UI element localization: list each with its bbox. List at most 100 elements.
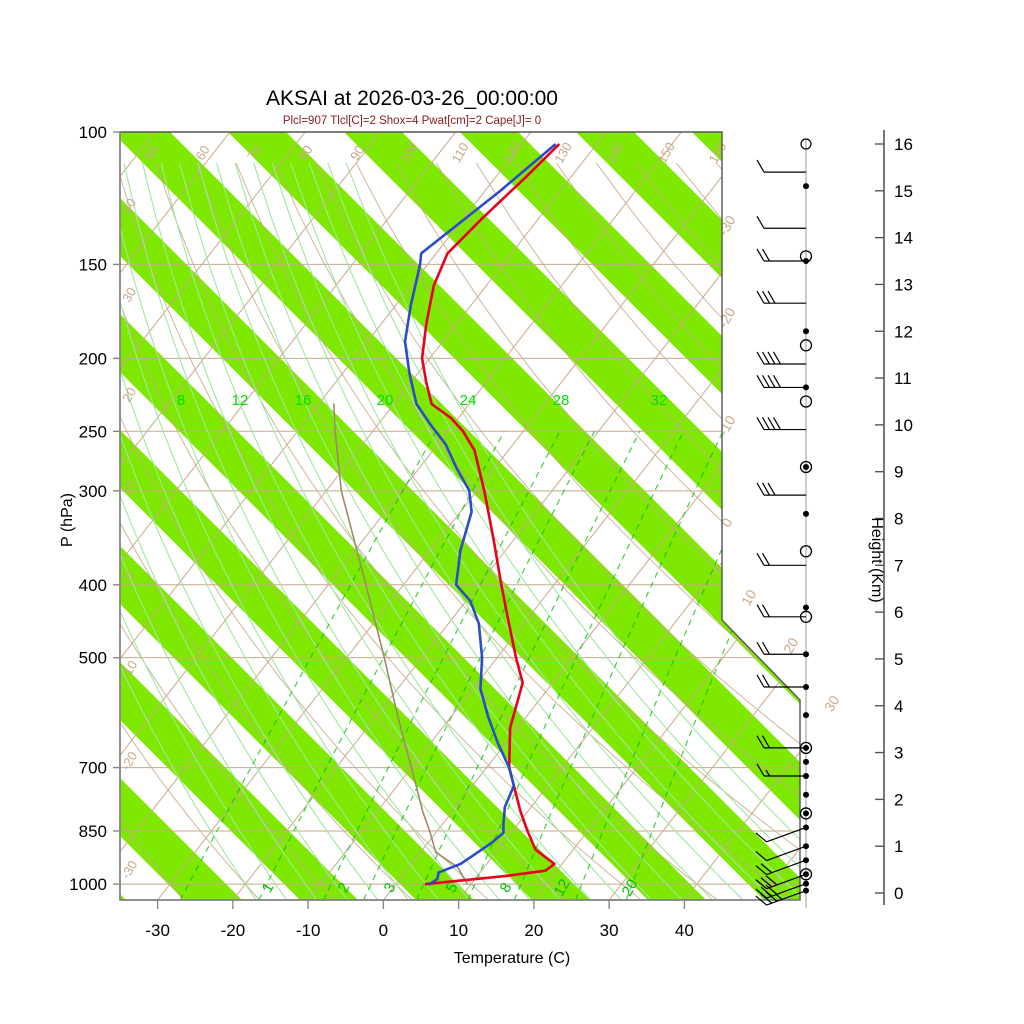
moist-adiabat-label: 8 [177, 392, 185, 409]
height-tick-label: 11 [894, 369, 912, 388]
dry-adiabat-label-top: 70 [244, 143, 264, 163]
temperature-tick-label: 20 [524, 921, 543, 940]
wind-barb [756, 290, 806, 304]
dry-adiabat-lines [120, 162, 800, 900]
height-tick-label: 15 [894, 182, 913, 201]
height-axis-label: Height (Km) [868, 517, 885, 602]
height-tick-label: 12 [894, 322, 913, 341]
height-tick-label: 4 [894, 697, 903, 716]
height-tick-label: 0 [894, 884, 903, 903]
dry-adiabat-label-top: 50 [141, 143, 161, 163]
page-title: AKSAI at 2026-03-26_00:00:00 [266, 87, 558, 110]
temperature-axis-label: Temperature (C) [454, 950, 570, 967]
sounding-traces [403, 143, 560, 886]
height-tick-label: 1 [894, 837, 903, 856]
temperature-tick-label: 10 [449, 921, 468, 940]
pressure-tick-label: 300 [79, 482, 107, 501]
temperature-tick-label: -20 [221, 921, 246, 940]
wind-barb [803, 604, 809, 611]
temperature-tick-label: 0 [379, 921, 388, 940]
moist-adiabat-label: 32 [651, 392, 668, 409]
indices-subtitle: Plcl=907 Tlcl[C]=2 Shox=4 Pwat[cm]=2 Cap… [283, 115, 541, 127]
pressure-tick-label: 250 [79, 422, 107, 441]
dry-adiabat-label-top: 60 [192, 143, 212, 163]
wind-barb [803, 183, 809, 190]
temperature-tick-label: -30 [145, 921, 170, 940]
wind-barb [803, 791, 809, 798]
wind-barb [755, 880, 809, 899]
height-tick-label: 16 [894, 135, 913, 154]
moist-adiabat-lines [120, 162, 800, 900]
wind-barb [799, 460, 813, 474]
wind-barb [756, 552, 806, 566]
height-tick-label: 6 [894, 603, 903, 622]
height-tick-label: 7 [894, 556, 903, 575]
wind-barb [756, 641, 809, 658]
height-tick-label: 8 [894, 510, 903, 529]
temperature-trace [420, 143, 560, 886]
isotherm-label-right: 20 [780, 635, 802, 657]
wind-barb [799, 807, 813, 820]
moist-adiabat-label: 20 [377, 392, 394, 409]
wind-barb [799, 545, 813, 558]
moist-adiabat-label: 12 [232, 392, 249, 409]
wind-barb [756, 248, 809, 265]
pressure-tick-label: 400 [79, 576, 107, 595]
wind-barb [803, 758, 809, 765]
wind-barb [800, 138, 812, 150]
height-tick-label: 2 [894, 790, 903, 809]
mixing-ratio-label: 12 [551, 876, 574, 899]
wind-barb [803, 328, 809, 335]
pressure-axis-label: P (hPa) [59, 493, 76, 547]
dry-adiabat-label-left: 40 [119, 196, 139, 216]
pressure-tick-label: 150 [79, 255, 107, 274]
pressure-tick-label: 1000 [69, 875, 107, 894]
dry-adiabat-label-top: 90 [347, 143, 367, 163]
pressure-tick-label: 850 [79, 822, 107, 841]
pressure-tick-label: 200 [79, 349, 107, 368]
dry-adiabat-label-top: 80 [295, 143, 315, 163]
pressure-axis: 100 150 200 250 300 400 500 700 850 1000 [69, 123, 121, 900]
dewpoint-trace [403, 143, 557, 886]
isotherm-label-right: 10 [738, 587, 760, 609]
height-tick-label: 14 [894, 229, 913, 248]
pressure-tick-label: 500 [79, 649, 107, 668]
wind-barb [755, 857, 809, 876]
wind-barb [755, 887, 809, 906]
parcel-path-line [333, 403, 469, 885]
wind-barb [756, 351, 806, 365]
pressure-tick-label: 700 [79, 759, 107, 778]
wind-barb [803, 510, 809, 517]
height-tick-label: 5 [894, 650, 903, 669]
parcel-path-trace [333, 403, 469, 885]
height-tick-label: 9 [894, 463, 903, 482]
pressure-tick-label: 100 [79, 123, 107, 142]
height-tick-label: 3 [894, 744, 903, 763]
wind-barb [756, 604, 813, 623]
dry-adiabat-label-left: 10 [119, 478, 139, 498]
temperature-tick-label: -10 [296, 921, 321, 940]
wind-barb [799, 395, 813, 408]
wind-barb [755, 824, 809, 843]
temperature-axis: -30 -20 -10 0 10 20 30 40 [120, 899, 800, 940]
height-tick-label: 10 [894, 416, 913, 435]
dry-adiabat-label-left: 30 [119, 285, 139, 305]
wind-barb [756, 674, 809, 691]
wind-barb [756, 215, 806, 229]
temperature-tick-label: 30 [600, 921, 619, 940]
wind-barb [755, 868, 813, 890]
mixing-ratio-lines [179, 431, 800, 900]
wind-barb [756, 375, 809, 391]
wind-barb [799, 339, 813, 352]
moist-adiabat-label: 16 [295, 392, 312, 409]
dry-adiabat-label-left: 20 [119, 385, 139, 405]
isotherm-label-right: 30 [821, 693, 843, 715]
wind-barb [756, 763, 809, 779]
mixing-ratio-label: 20 [619, 876, 642, 899]
temperature-tick-label: 40 [675, 921, 694, 940]
wind-barb [756, 735, 813, 755]
moist-adiabat-label: 24 [460, 392, 477, 409]
